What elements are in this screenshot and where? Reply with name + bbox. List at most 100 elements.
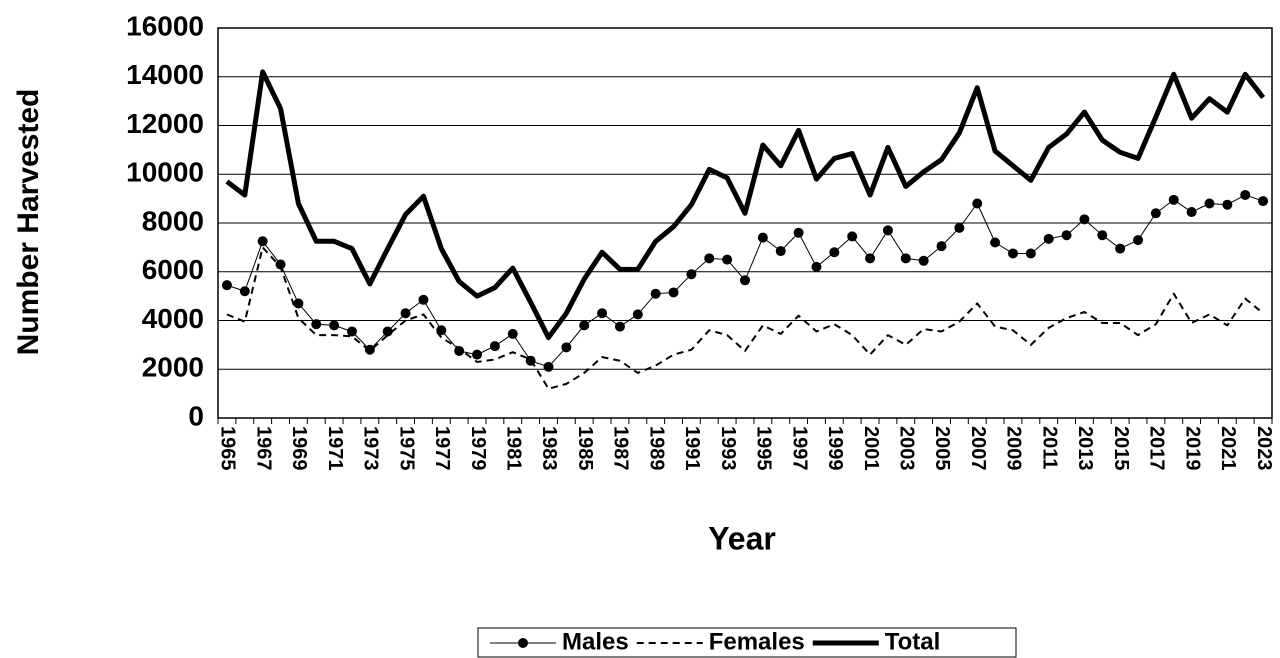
- y-tick-label: 14000: [126, 59, 204, 90]
- x-tick-label: 2001: [860, 426, 882, 471]
- y-tick-label: 2000: [142, 352, 204, 383]
- data-point: [543, 361, 554, 372]
- data-point: [900, 253, 911, 264]
- data-point: [1150, 208, 1161, 219]
- data-point: [1007, 248, 1018, 259]
- y-tick-label: 4000: [142, 303, 204, 334]
- y-tick-label: 8000: [142, 205, 204, 236]
- data-point: [1043, 233, 1054, 244]
- x-tick-label: 1975: [395, 426, 417, 471]
- data-point: [1061, 230, 1072, 241]
- data-point: [722, 254, 733, 265]
- data-point: [704, 253, 715, 264]
- series-line: [225, 69, 1266, 341]
- data-point: [579, 320, 590, 331]
- data-point: [775, 246, 786, 257]
- legend: Males Females Total: [477, 627, 1017, 658]
- data-point: [1133, 235, 1144, 246]
- data-point: [489, 341, 500, 352]
- x-tick-label: 2009: [1003, 426, 1025, 471]
- x-tick-label: 1997: [788, 426, 810, 471]
- data-point: [686, 269, 697, 280]
- data-point: [454, 345, 465, 356]
- data-point: [954, 222, 965, 233]
- x-tick-label: 1991: [681, 426, 703, 471]
- legend-box: [477, 627, 1017, 658]
- data-point: [597, 308, 608, 319]
- y-tick-label: 12000: [126, 108, 204, 139]
- x-tick-label: 2021: [1217, 426, 1239, 471]
- data-point: [1240, 189, 1251, 200]
- data-point: [972, 198, 983, 209]
- data-point: [418, 294, 429, 305]
- x-axis-title: Year: [708, 520, 776, 556]
- data-point: [1079, 214, 1090, 225]
- data-point: [793, 227, 804, 238]
- plot-frame: [217, 27, 1273, 419]
- data-point: [811, 261, 822, 272]
- x-tick-label: 1993: [717, 426, 739, 471]
- legend-label: Females: [709, 628, 805, 655]
- data-point: [882, 225, 893, 236]
- data-point: [1222, 199, 1233, 210]
- y-tick-label: 10000: [126, 157, 204, 188]
- data-point: [329, 320, 340, 331]
- data-point: [1258, 196, 1269, 207]
- data-point: [668, 287, 679, 298]
- series-line: [226, 246, 1264, 390]
- data-point: [364, 344, 375, 355]
- x-tick-label: 2015: [1110, 426, 1132, 471]
- x-tick-label: 1979: [467, 426, 489, 471]
- data-point: [1186, 207, 1197, 218]
- data-point: [829, 247, 840, 258]
- data-point: [257, 236, 268, 247]
- x-tick-label: 2023: [1253, 426, 1275, 471]
- x-tick-label: 1995: [753, 426, 775, 471]
- legend-label: Total: [885, 628, 941, 655]
- x-tick-label: 1965: [217, 426, 239, 471]
- y-tick-label: 16000: [126, 10, 204, 41]
- x-tick-label: 2019: [1181, 426, 1203, 471]
- data-point: [275, 259, 286, 270]
- data-point: [561, 342, 572, 353]
- y-axis-title: Number Harvested: [12, 89, 45, 356]
- data-point: [740, 275, 750, 286]
- data-point: [239, 286, 250, 297]
- x-tick-label: 2017: [1146, 426, 1168, 471]
- x-tick-label: 1981: [502, 426, 524, 471]
- data-point: [990, 237, 1001, 248]
- x-tick-label: 1987: [610, 426, 632, 471]
- data-point: [1168, 194, 1179, 205]
- x-tick-label: 1983: [538, 426, 560, 471]
- data-point: [311, 319, 322, 330]
- x-tick-label: 1989: [645, 426, 667, 471]
- x-tick-label: 1971: [324, 426, 346, 471]
- data-point: [1025, 248, 1036, 259]
- legend-marker: [518, 638, 528, 648]
- x-tick-label: 1969: [288, 426, 310, 471]
- data-point: [1204, 198, 1215, 209]
- data-point: [865, 253, 876, 264]
- data-point: [650, 288, 661, 299]
- x-tick-label: 1977: [431, 426, 453, 471]
- y-tick-label: 6000: [142, 254, 204, 285]
- data-point: [614, 321, 625, 332]
- y-tick-label: 0: [188, 400, 204, 431]
- x-tick-label: 1967: [252, 426, 274, 471]
- data-point: [507, 328, 518, 339]
- x-tick-label: 1973: [360, 426, 382, 471]
- x-tick-label: 2003: [895, 426, 917, 471]
- data-point: [757, 232, 768, 243]
- legend-label: Males: [562, 628, 629, 655]
- data-point: [293, 298, 304, 309]
- x-tick-label: 2005: [931, 426, 953, 471]
- data-point: [400, 308, 411, 319]
- data-point: [1097, 230, 1108, 241]
- data-point: [382, 326, 393, 337]
- x-tick-label: 2011: [1038, 426, 1060, 469]
- x-tick-label: 2007: [967, 426, 989, 471]
- x-tick-label: 1985: [574, 426, 596, 471]
- data-point: [346, 326, 357, 337]
- x-tick-label: 2013: [1074, 426, 1096, 471]
